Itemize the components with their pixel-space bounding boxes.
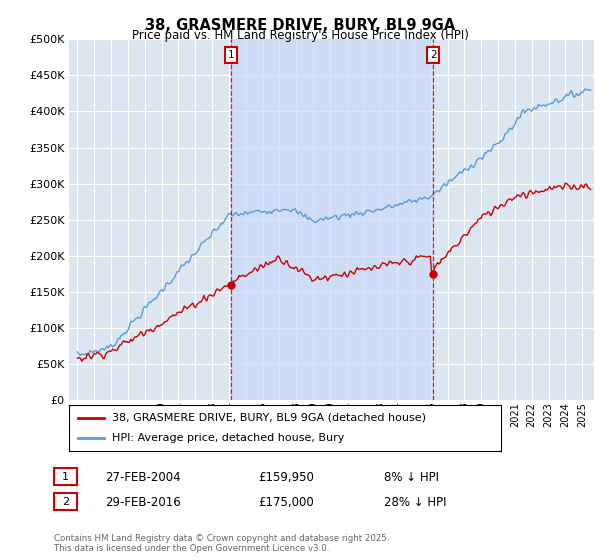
Text: £159,950: £159,950 bbox=[258, 470, 314, 484]
Text: 1: 1 bbox=[62, 472, 69, 482]
Text: Contains HM Land Registry data © Crown copyright and database right 2025.
This d: Contains HM Land Registry data © Crown c… bbox=[54, 534, 389, 553]
Text: 27-FEB-2004: 27-FEB-2004 bbox=[105, 470, 181, 484]
Text: HPI: Average price, detached house, Bury: HPI: Average price, detached house, Bury bbox=[112, 433, 344, 443]
Bar bbox=[232, 39, 433, 400]
Text: 1: 1 bbox=[228, 50, 235, 60]
Text: 2: 2 bbox=[430, 50, 437, 60]
Text: £175,000: £175,000 bbox=[258, 496, 314, 509]
Text: 8% ↓ HPI: 8% ↓ HPI bbox=[384, 470, 439, 484]
Text: 2: 2 bbox=[62, 497, 69, 507]
Text: 29-FEB-2016: 29-FEB-2016 bbox=[105, 496, 181, 509]
Text: 38, GRASMERE DRIVE, BURY, BL9 9GA: 38, GRASMERE DRIVE, BURY, BL9 9GA bbox=[145, 18, 455, 33]
Text: 38, GRASMERE DRIVE, BURY, BL9 9GA (detached house): 38, GRASMERE DRIVE, BURY, BL9 9GA (detac… bbox=[112, 413, 426, 423]
Text: 28% ↓ HPI: 28% ↓ HPI bbox=[384, 496, 446, 509]
Text: Price paid vs. HM Land Registry's House Price Index (HPI): Price paid vs. HM Land Registry's House … bbox=[131, 29, 469, 42]
